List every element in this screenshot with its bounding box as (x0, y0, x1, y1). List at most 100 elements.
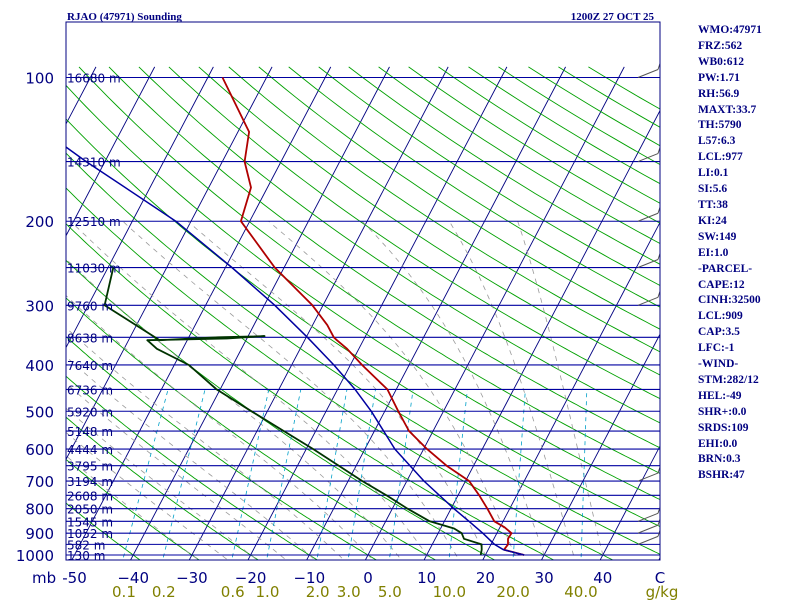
wind-barb-flag (657, 61, 660, 70)
moist-adiabat-line (66, 258, 403, 560)
mixing-ratio-line (347, 389, 376, 560)
height-label: 7640 m (67, 359, 113, 373)
dry-adiabat-line (138, 66, 660, 424)
wind-barb-flag (657, 517, 660, 526)
height-label: 3795 m (67, 460, 113, 474)
index-item: EI:1.0 (698, 246, 729, 259)
index-item: -PARCEL- (698, 262, 753, 275)
isobar-lines (66, 76, 660, 556)
isotherm-line (71, 66, 332, 560)
dry-adiabat-line (66, 416, 260, 560)
wind-barb-flag (657, 528, 660, 537)
isotherm-line (66, 66, 156, 237)
pressure-tick-label: 100 (25, 70, 54, 88)
isotherm-line (364, 66, 625, 560)
wind-barb-flag (657, 289, 660, 298)
pressure-tick-label: 900 (25, 525, 54, 543)
mixing-ratio-unit-label: g/kg (646, 583, 679, 600)
wind-barb (637, 212, 659, 222)
dry-adiabat-line (318, 66, 660, 286)
dry-adiabat-line (258, 66, 660, 330)
height-label: 2050 m (67, 503, 113, 517)
moist-adiabat-line (66, 455, 200, 560)
dry-adiabat-line (66, 297, 437, 560)
moist-adiabat-line (66, 327, 345, 560)
index-item: KI:24 (698, 214, 727, 227)
index-item: LCL:909 (698, 310, 743, 323)
dry-adiabat-line (66, 458, 200, 560)
index-item: TT:38 (698, 198, 728, 211)
mixing-ratio-tick-label: 1.0 (256, 583, 280, 600)
station-title: RJAO (47971) Sounding (67, 11, 182, 23)
dry-adiabat-line (288, 66, 660, 308)
isotherm-line (66, 66, 273, 461)
temperature-profile-line (221, 77, 525, 556)
index-item: PW:1.71 (698, 71, 740, 84)
height-label: 5148 m (67, 425, 113, 439)
index-item: SRDS:109 (698, 421, 749, 434)
isotherm-line (306, 66, 566, 560)
temperature-tick-label: -50 (62, 569, 87, 587)
height-label: 5920 m (67, 405, 113, 419)
height-label: 130 m (67, 549, 105, 563)
dry-adiabat-line (168, 66, 660, 400)
temperature-unit-label: C (655, 569, 665, 587)
index-item: FRZ:562 (698, 39, 743, 52)
moist-adiabat-line (448, 220, 576, 560)
mixing-ratio-tick-label: 40.0 (564, 583, 597, 600)
index-item: MAXT:33.7 (698, 103, 757, 116)
moist-adiabat-line (66, 295, 374, 560)
dry-adiabat-line (66, 502, 141, 560)
pressure-tick-label: 800 (25, 501, 54, 519)
pressure-unit-label: mb (32, 569, 56, 587)
index-item: HEL:-49 (698, 389, 742, 402)
moist-adiabat-line (361, 220, 547, 560)
index-item: EHI:0.0 (698, 437, 738, 450)
pressure-tick-label: 1000 (16, 547, 54, 565)
isotherm-line (188, 66, 449, 560)
mixing-ratio-tick-label: 3.0 (337, 583, 361, 600)
mixing-ratio-tick-label: 20.0 (496, 583, 529, 600)
wind-barb (637, 535, 659, 545)
index-item: TH:5790 (698, 119, 742, 132)
temperature-tick-label: −10 (293, 569, 325, 587)
dry-adiabat-line (108, 66, 660, 449)
wind-barb-flag (657, 251, 660, 260)
wind-barb (637, 259, 659, 268)
sounding-profiles (66, 77, 525, 556)
index-item: SW:149 (698, 230, 737, 243)
isotherm-line (599, 445, 660, 560)
index-item: WB0:612 (698, 55, 744, 68)
isotherm-line (540, 333, 660, 560)
temperature-axis-labels: mb -50 −40 −30 −20 −10 0 10 20 30 40 C (32, 569, 665, 587)
isotherm-line (66, 66, 214, 349)
height-label: 11030 m (67, 262, 121, 276)
stability-indices-panel: WMO:47971 FRZ:562 WB0:612 PW:1.71 RH:56.9 MAX… (698, 23, 798, 484)
pressure-tick-label: 500 (25, 403, 54, 421)
index-item: RH:56.9 (698, 87, 740, 100)
wind-barb (637, 512, 659, 522)
height-label: 6736 m (67, 383, 113, 397)
index-item: SI:5.6 (698, 183, 728, 196)
height-label: 4444 m (67, 443, 113, 457)
wind-barb-flag (657, 146, 660, 154)
temperature-tick-label: 30 (535, 569, 554, 587)
dry-adiabat-line (66, 187, 614, 560)
height-labels: 16680 m 14310 m 12510 m 11030 m 9760 m 8638 m… (67, 72, 121, 564)
mixing-ratio-tick-label: 5.0 (378, 583, 402, 600)
height-label: 14310 m (67, 156, 121, 170)
height-label: 582 m (67, 538, 105, 552)
temperature-tick-label: 40 (593, 569, 612, 587)
index-item: CAPE:12 (698, 278, 745, 291)
pressure-axis-labels: 100 200 300 400 500 600 700 800 900 1000 (16, 70, 54, 566)
moist-adiabat-line (66, 382, 287, 560)
temperature-tick-label: 20 (476, 569, 495, 587)
background-grid (66, 66, 660, 560)
mixing-ratio-line (162, 389, 206, 560)
wind-barb (637, 524, 659, 534)
mixing-ratio-line (316, 389, 348, 560)
height-label: 16680 m (67, 72, 121, 86)
plot-frame (65, 21, 661, 561)
height-label: 2608 m (67, 489, 113, 503)
